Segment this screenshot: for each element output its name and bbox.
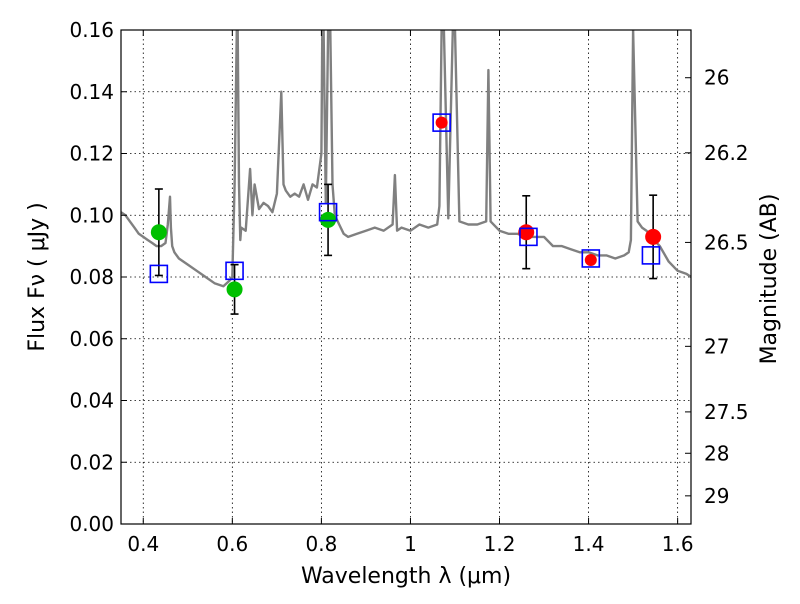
right-tick-label: 27 bbox=[704, 334, 729, 358]
x-tick-label: 1.2 bbox=[484, 532, 516, 556]
x-tick-label: 0.4 bbox=[127, 532, 159, 556]
data-point bbox=[645, 228, 662, 245]
data-point bbox=[226, 281, 243, 298]
y-tick-label: 0.06 bbox=[69, 327, 114, 351]
model-flux-square bbox=[149, 264, 169, 284]
spectrum-line bbox=[121, 30, 691, 288]
x-tick-label: 0.8 bbox=[305, 532, 337, 556]
x-tick-label: 1.6 bbox=[662, 532, 694, 556]
y-tick-label: 0.16 bbox=[69, 18, 114, 42]
data-point bbox=[435, 116, 448, 129]
data-point bbox=[150, 224, 167, 241]
y-tick-label: 0.02 bbox=[69, 450, 114, 474]
y-tick-label: 0.12 bbox=[69, 142, 114, 166]
data-layer bbox=[121, 30, 691, 288]
right-tick-label: 28 bbox=[704, 441, 729, 465]
y-tick-label: 0.04 bbox=[69, 389, 114, 413]
model-flux-square bbox=[432, 113, 451, 132]
model-flux-square bbox=[225, 261, 244, 281]
model-flux-square bbox=[641, 246, 661, 265]
y-tick-label: 0.00 bbox=[69, 512, 114, 536]
right-tick-label: 26.5 bbox=[704, 230, 749, 254]
y-axis-title: Flux Fν ( μJy ) bbox=[25, 202, 50, 351]
right-axis-title: Magnitude (AB) bbox=[757, 194, 782, 365]
right-tick-label: 29 bbox=[704, 484, 729, 508]
y-tick-label: 0.08 bbox=[69, 265, 114, 289]
right-tick-label: 26.2 bbox=[704, 141, 749, 165]
data-point bbox=[584, 254, 597, 267]
right-tick-label: 26 bbox=[704, 66, 729, 90]
x-axis-title: Wavelength λ (μm) bbox=[301, 564, 511, 589]
y-tick-label: 0.14 bbox=[69, 80, 114, 104]
y-tick-label: 0.10 bbox=[69, 203, 114, 227]
marker-layer bbox=[149, 113, 662, 315]
x-tick-label: 0.6 bbox=[216, 532, 248, 556]
model-flux-square bbox=[519, 227, 538, 247]
x-tick-label: 1.4 bbox=[573, 532, 605, 556]
model-flux-square bbox=[318, 202, 338, 222]
right-tick-label: 27.5 bbox=[704, 400, 749, 424]
x-tick-label: 1 bbox=[404, 532, 417, 556]
ticks: 0.4 0.6 0.8 1 1.2 1.4 1.6 0.00 0.02 0.04 0.06 0.08 0… bbox=[69, 18, 748, 556]
model-flux-square bbox=[581, 249, 601, 268]
